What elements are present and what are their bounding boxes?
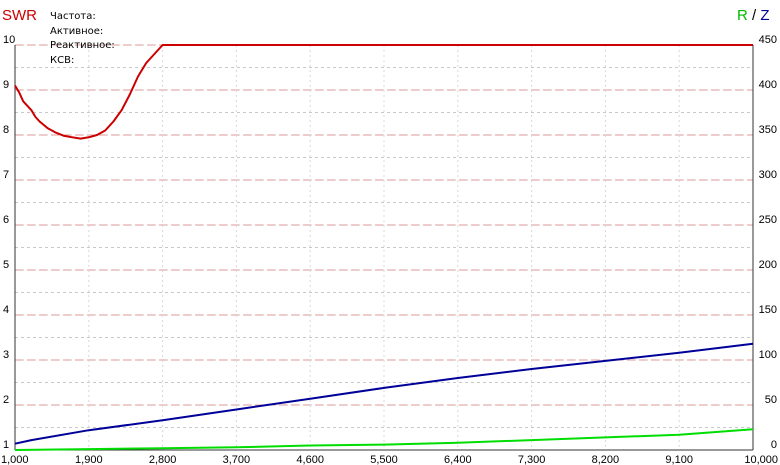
y-right-tick-label: 400 xyxy=(759,79,777,91)
series-line-swr xyxy=(14,44,753,140)
y-right-tick-label: 200 xyxy=(759,259,777,271)
y-right-tick-label: 50 xyxy=(765,394,777,406)
swr-value-label: КСВ: xyxy=(50,55,75,66)
x-tick-label: 7,300 xyxy=(518,454,546,465)
y-left-tick-label: 3 xyxy=(3,349,9,361)
resistance-label: Активное: xyxy=(50,26,104,37)
reactance-label: Реактивное: xyxy=(50,40,115,51)
r-axis-title: R xyxy=(737,7,748,24)
x-tick-label: 4,600 xyxy=(296,454,324,465)
x-tick-label: 3,700 xyxy=(223,454,251,465)
grid-lines xyxy=(14,44,754,451)
y-right-tick-label: 0 xyxy=(771,439,777,451)
axes xyxy=(14,45,754,451)
y-right-tick-label: 150 xyxy=(759,304,777,316)
x-tick-label: 10,000 xyxy=(744,454,778,465)
y-left-tick-label: 9 xyxy=(3,79,9,91)
x-tick-label: 1,900 xyxy=(75,454,103,465)
series-lines xyxy=(14,44,754,451)
series-line-r xyxy=(14,428,754,451)
y-right-tick-label: 100 xyxy=(759,349,777,361)
swr-axis-title: SWR xyxy=(2,7,37,24)
y-left-tick-label: 4 xyxy=(3,304,9,316)
y-left-tick-label: 5 xyxy=(3,259,9,271)
rz-axis-title: R / Z xyxy=(737,7,770,24)
y-left-tick-label: 2 xyxy=(3,394,9,406)
x-tick-label: 5,500 xyxy=(370,454,398,465)
y-left-tick-label: 1 xyxy=(3,439,9,451)
y-left-tick-label: 10 xyxy=(3,34,15,46)
series-line-z xyxy=(14,342,754,445)
tick-labels: 123456789100501001502002503003504004501,… xyxy=(1,34,778,465)
y-right-tick-label: 300 xyxy=(759,169,777,181)
y-left-tick-label: 7 xyxy=(3,169,9,181)
axis-title-separator: / xyxy=(752,7,757,24)
frequency-label: Частота: xyxy=(50,11,96,22)
x-tick-label: 2,800 xyxy=(149,454,177,465)
x-tick-label: 8,200 xyxy=(592,454,620,465)
x-tick-label: 1,000 xyxy=(1,454,29,465)
y-right-tick-label: 350 xyxy=(759,124,777,136)
y-right-tick-label: 250 xyxy=(759,214,777,226)
y-left-tick-label: 6 xyxy=(3,214,9,226)
x-tick-label: 9,100 xyxy=(665,454,693,465)
y-left-tick-label: 8 xyxy=(3,124,9,136)
z-axis-title: Z xyxy=(760,7,770,24)
y-right-tick-label: 450 xyxy=(759,34,777,46)
x-tick-label: 6,400 xyxy=(444,454,472,465)
